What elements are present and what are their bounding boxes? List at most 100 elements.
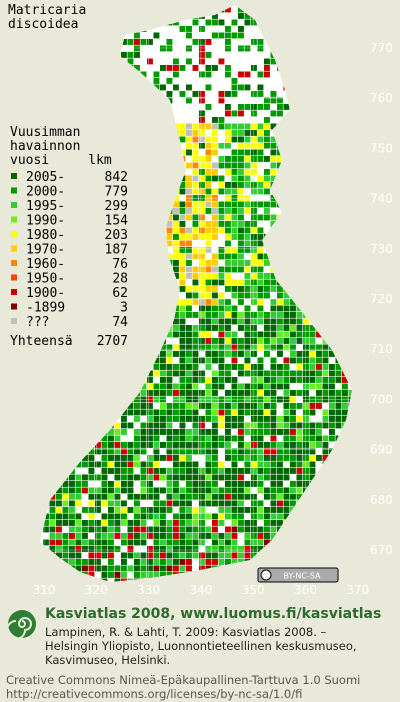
map-cell xyxy=(173,351,179,357)
map-cell xyxy=(173,58,179,65)
map-cell xyxy=(309,403,316,409)
map-cell xyxy=(225,539,231,546)
map-cell xyxy=(173,318,179,325)
map-cell xyxy=(179,221,186,227)
map-cell xyxy=(192,312,199,318)
legend-swatch xyxy=(11,303,17,310)
map-cell xyxy=(225,221,231,227)
map-cell xyxy=(108,513,114,520)
map-cell xyxy=(140,481,147,487)
map-cell xyxy=(179,500,186,507)
map-cell xyxy=(199,403,205,409)
map-cell xyxy=(257,455,264,461)
map-cell xyxy=(264,487,270,494)
map-cell xyxy=(192,474,199,481)
map-cell xyxy=(192,526,199,533)
map-cell xyxy=(270,500,277,507)
map-cell xyxy=(257,247,264,253)
map-cell xyxy=(153,468,160,474)
map-cell xyxy=(251,481,257,487)
map-cell xyxy=(160,383,166,390)
map-cell xyxy=(147,455,153,461)
map-cell xyxy=(244,364,251,370)
map-cell xyxy=(134,572,140,578)
map-cell xyxy=(290,487,296,494)
map-cell xyxy=(166,487,173,494)
map-cell xyxy=(192,325,199,331)
map-cell xyxy=(153,78,160,84)
map-cell xyxy=(277,513,283,520)
map-cell xyxy=(56,513,62,520)
map-cell xyxy=(186,507,192,513)
map-cell xyxy=(251,156,257,162)
map-cell xyxy=(277,344,283,351)
map-cell xyxy=(218,253,225,260)
map-cell xyxy=(251,143,257,149)
map-cell xyxy=(205,266,212,273)
map-cell xyxy=(205,559,212,565)
map-cell xyxy=(212,442,218,448)
map-cell xyxy=(127,494,134,500)
map-cell xyxy=(49,520,56,526)
map-cell xyxy=(296,357,303,364)
map-cell xyxy=(283,377,290,383)
map-cell xyxy=(88,513,95,520)
map-cell xyxy=(95,539,101,546)
map-cell xyxy=(114,468,121,474)
map-cell xyxy=(231,318,238,325)
grid-east-label: 340 xyxy=(189,583,212,597)
map-cell xyxy=(179,227,186,234)
map-cell xyxy=(205,357,212,364)
map-cell xyxy=(283,442,290,448)
map-cell xyxy=(173,442,179,448)
map-cell xyxy=(218,32,225,39)
map-cell xyxy=(147,377,153,383)
map-cell xyxy=(257,318,264,325)
map-cell xyxy=(277,331,283,338)
map-cell xyxy=(95,487,101,494)
map-cell xyxy=(231,364,238,370)
map-cell xyxy=(56,539,62,546)
map-cell xyxy=(296,442,303,448)
map-cell xyxy=(244,169,251,175)
map-cell xyxy=(244,403,251,409)
map-cell xyxy=(303,377,309,383)
legend-label: 1990- xyxy=(26,214,65,229)
map-cell xyxy=(160,546,166,552)
map-cell xyxy=(192,214,199,221)
map-cell xyxy=(108,461,114,468)
map-cell xyxy=(173,312,179,318)
map-cell xyxy=(134,403,140,409)
map-cell xyxy=(244,552,251,559)
map-cell xyxy=(238,507,244,513)
map-cell xyxy=(231,461,238,468)
map-cell xyxy=(153,422,160,429)
map-cell xyxy=(231,136,238,143)
map-cell xyxy=(231,448,238,455)
map-cell xyxy=(121,455,127,461)
map-cell xyxy=(186,130,192,136)
map-cell xyxy=(186,435,192,442)
map-cell xyxy=(192,390,199,396)
map-cell xyxy=(270,383,277,390)
map-cell xyxy=(270,526,277,533)
map-cell xyxy=(173,520,179,526)
map-cell xyxy=(173,240,179,247)
map-cell xyxy=(303,370,309,377)
map-cell xyxy=(173,84,179,91)
map-cell xyxy=(264,513,270,520)
map-cell xyxy=(257,266,264,273)
map-cell xyxy=(147,513,153,520)
map-cell xyxy=(225,39,231,45)
map-cell xyxy=(88,474,95,481)
map-cell xyxy=(316,435,322,442)
map-cell xyxy=(225,253,231,260)
map-cell xyxy=(270,377,277,383)
map-cell xyxy=(186,474,192,481)
map-cell xyxy=(205,143,212,149)
legend-label: ??? xyxy=(26,315,49,330)
map-cell xyxy=(179,468,186,474)
map-cell xyxy=(264,175,270,182)
map-cell xyxy=(283,325,290,331)
map-cell xyxy=(127,442,134,448)
